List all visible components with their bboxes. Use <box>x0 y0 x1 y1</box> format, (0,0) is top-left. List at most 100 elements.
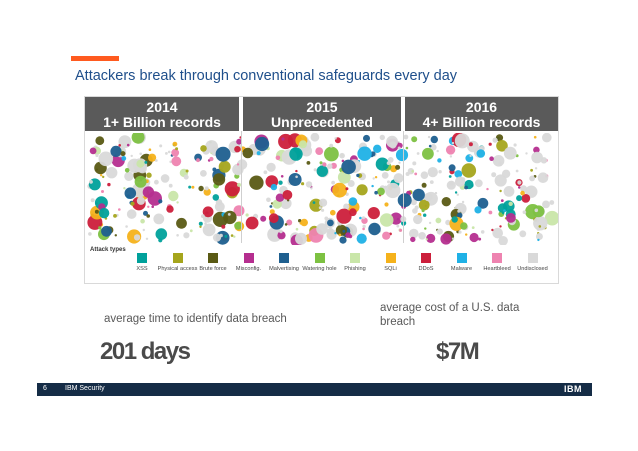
legend-swatch <box>279 253 289 263</box>
breach-bubble <box>454 133 470 149</box>
breach-bubble <box>145 237 149 240</box>
breach-bubble <box>374 176 378 179</box>
breach-bubble <box>136 159 145 168</box>
breach-bubble <box>267 227 282 242</box>
breach-bubble <box>256 151 261 156</box>
breach-bubble <box>183 174 189 180</box>
breach-bubble <box>519 230 527 238</box>
breach-bubble <box>413 214 423 225</box>
breach-bubble <box>148 153 157 162</box>
breach-bubble <box>332 182 347 198</box>
breach-bubble <box>477 197 489 209</box>
breach-bubble <box>280 175 284 178</box>
breach-bubble <box>427 135 431 139</box>
breach-bubble <box>343 203 350 210</box>
breach-bubble <box>234 221 243 230</box>
breach-bubble <box>205 140 218 153</box>
breach-bubble <box>357 146 372 161</box>
breach-bubble <box>379 134 385 141</box>
breach-bubble <box>435 217 442 224</box>
records-label: 1+ Billion records <box>103 114 221 130</box>
legend-item: Undisclosed <box>513 253 553 273</box>
breach-bubble <box>126 209 137 219</box>
breach-bubble <box>175 147 179 151</box>
breach-bubble <box>398 161 401 164</box>
breach-bubble <box>171 156 182 167</box>
breach-bubble <box>549 200 555 205</box>
breach-bubble <box>445 145 456 155</box>
breach-bubble <box>361 217 368 224</box>
breach-bubble <box>168 190 179 202</box>
breach-bubble <box>372 177 375 180</box>
breach-bubble <box>532 205 545 218</box>
breach-bubble <box>95 153 99 158</box>
breach-bubble <box>242 147 254 159</box>
breach-bubble <box>329 143 334 148</box>
breach-bubble <box>498 161 502 165</box>
breach-bubble <box>245 216 259 230</box>
breach-bubble <box>537 172 549 183</box>
breach-bubble <box>525 152 528 155</box>
breach-bubble <box>153 213 165 225</box>
legend-swatch <box>456 253 467 263</box>
breach-bubble <box>451 237 455 240</box>
breach-bubble <box>449 155 453 158</box>
breach-bubble <box>301 182 305 186</box>
breach-bubble <box>345 187 349 191</box>
legend-label: Heartbleed <box>483 266 511 272</box>
breach-bubble <box>139 152 142 156</box>
breach-bubble <box>421 208 425 213</box>
breach-bubble <box>126 143 130 147</box>
breach-bubble <box>95 168 98 171</box>
avg-cost-label-line1: average cost of a U.S. data <box>380 302 520 314</box>
breach-bubble <box>535 233 543 240</box>
breach-bubble-visualization: 2014 1+ Billion records 2015 Unprecedent… <box>84 96 559 284</box>
breach-bubble <box>171 148 180 157</box>
breach-bubble <box>520 185 528 193</box>
breach-bubble <box>144 160 148 164</box>
breach-bubble <box>424 192 433 202</box>
breach-bubble <box>454 191 458 194</box>
breach-bubble <box>324 146 339 162</box>
breach-bubble <box>316 223 328 235</box>
breach-bubble <box>341 159 356 175</box>
legend-item: Malvertising <box>264 253 304 273</box>
breach-bubble <box>488 142 492 146</box>
breach-bubble <box>330 162 337 169</box>
breach-bubble <box>516 195 523 202</box>
breach-bubble <box>219 233 223 238</box>
breach-bubble <box>194 153 202 162</box>
legend-item: SQLi <box>371 253 411 273</box>
breach-bubble <box>530 168 533 172</box>
breach-bubble <box>191 185 195 189</box>
breach-bubble <box>143 210 148 216</box>
breach-bubble <box>266 162 276 172</box>
breach-bubble <box>166 205 174 213</box>
breach-bubble <box>410 236 416 243</box>
breach-bubble <box>198 221 203 226</box>
legend-label: Malware <box>450 266 473 272</box>
breach-bubble <box>236 170 241 175</box>
breach-bubble <box>106 167 118 179</box>
legend-item: XSS <box>122 253 162 273</box>
breach-bubble <box>107 182 111 187</box>
breach-bubble <box>90 198 95 203</box>
breach-bubble <box>131 133 145 144</box>
breach-bubble <box>434 191 438 195</box>
breach-bubble <box>492 227 504 239</box>
breach-bubble <box>321 208 325 212</box>
legend-label: Malvertising <box>269 266 299 272</box>
breach-bubble <box>224 181 240 197</box>
breach-bubble <box>428 144 432 148</box>
breach-bubble <box>409 228 419 239</box>
breach-bubble <box>315 147 324 155</box>
breach-bubble <box>421 182 427 188</box>
breach-bubble <box>306 161 311 165</box>
breach-bubble <box>396 224 400 228</box>
breach-bubble <box>449 150 452 153</box>
breach-bubble <box>448 175 452 178</box>
breach-bubble <box>461 200 465 204</box>
breach-bubble <box>245 213 249 217</box>
bubble-field <box>87 133 558 245</box>
breach-bubble <box>411 136 418 143</box>
